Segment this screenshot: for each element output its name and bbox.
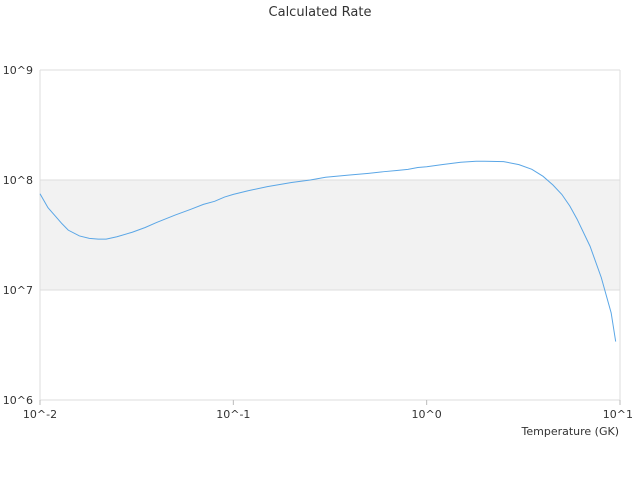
plot-area: 10^6 10^7 10^8 10^9 10^-2 10^-1 10^0 10^1 bbox=[3, 64, 633, 421]
chart-title: Calculated Rate bbox=[269, 5, 372, 20]
y-tick-label: 10^6 bbox=[3, 394, 33, 407]
y-tick-label: 10^8 bbox=[3, 174, 33, 187]
x-tick-label: 10^-2 bbox=[23, 408, 57, 421]
x-tick-label: 10^-1 bbox=[216, 408, 250, 421]
y-tick-label: 10^7 bbox=[3, 284, 33, 297]
y-tick-label: 10^9 bbox=[3, 64, 33, 77]
x-tick-label: 10^0 bbox=[412, 408, 442, 421]
shaded-band bbox=[40, 180, 620, 290]
x-axis-label: Temperature (GK) bbox=[521, 425, 620, 438]
x-tick-label: 10^1 bbox=[603, 408, 633, 421]
series-line bbox=[39, 160, 617, 342]
